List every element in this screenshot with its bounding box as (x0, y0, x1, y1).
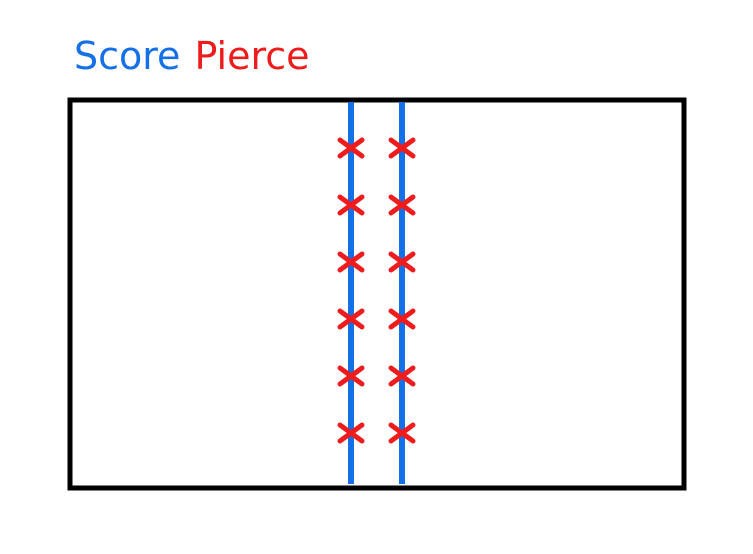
pierce-mark (337, 308, 365, 330)
pierce-mark (388, 137, 416, 159)
pierce-mark (388, 365, 416, 387)
pierce-mark (388, 422, 416, 444)
pierce-mark (337, 251, 365, 273)
material-frame (67, 97, 687, 491)
pierce-mark (337, 365, 365, 387)
pierce-mark (388, 251, 416, 273)
score-lines (348, 102, 405, 484)
legend: Score Pierce (74, 30, 310, 82)
legend-score-label: Score (74, 34, 181, 78)
pierce-mark (388, 308, 416, 330)
pierce-mark (337, 194, 365, 216)
pierce-mark (337, 422, 365, 444)
pierce-mark (388, 194, 416, 216)
legend-pierce-label: Pierce (194, 34, 310, 78)
pierce-mark (337, 137, 365, 159)
pierce-marks (337, 137, 416, 444)
